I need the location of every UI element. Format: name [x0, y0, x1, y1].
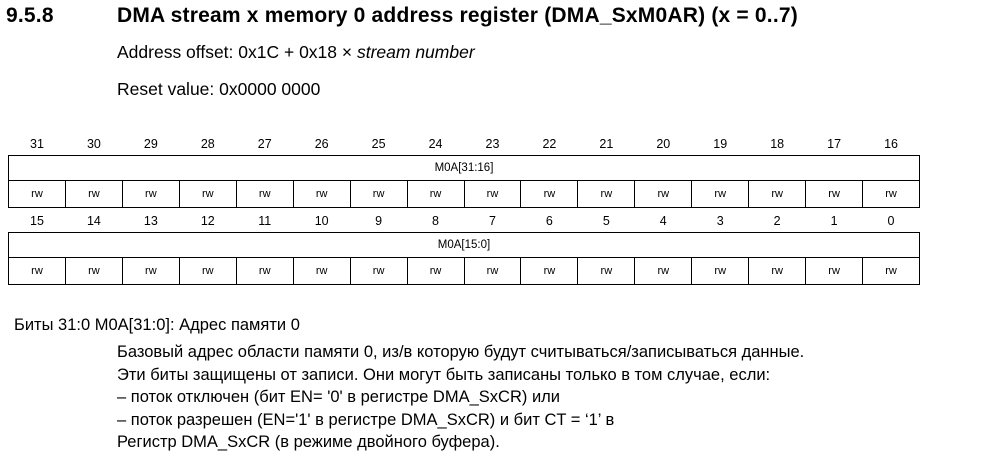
bit-number: 3 — [716, 214, 724, 228]
bit-number: 24 — [428, 137, 443, 151]
bit-number: 28 — [200, 137, 215, 151]
access-type-cell: rw — [121, 180, 180, 208]
register-table-low: 15 14 13 12 11 10 9 8 7 6 5 4 3 2 1 0 M0A[15:0] rw rw rw r… — [8, 210, 920, 285]
bit-number: 17 — [827, 137, 842, 151]
access-type-cell: rw — [178, 257, 237, 285]
access-type-cell: rw — [691, 180, 750, 208]
access-type-cell: rw — [748, 257, 807, 285]
bit-number: 22 — [542, 137, 557, 151]
bit-number: 23 — [485, 137, 500, 151]
bit-number: 25 — [371, 137, 386, 151]
access-type-cell: rw — [577, 180, 636, 208]
access-type-cell: rw — [349, 257, 408, 285]
bit-number: 4 — [659, 214, 667, 228]
register-table-high: 31 30 29 28 27 26 25 24 23 22 21 20 19 18 17 16 M0A[31:… — [8, 133, 920, 208]
bit-number: 5 — [602, 214, 610, 228]
access-type-cell: rw — [8, 180, 66, 208]
access-type-cell: rw — [520, 257, 579, 285]
bit-number: 21 — [599, 137, 614, 151]
bit-number: 11 — [258, 214, 272, 228]
address-offset: Address offset: 0x1C + 0x18 × stream num… — [117, 42, 475, 63]
access-type-cell: rw — [748, 180, 807, 208]
bit-number: 12 — [200, 214, 215, 228]
bit-number: 13 — [143, 214, 158, 228]
access-type-cell: rw — [235, 180, 294, 208]
access-type-cell: rw — [463, 180, 522, 208]
bits-description-heading: Биты 31:0 M0A[31:0]: Адрес памяти 0 — [14, 316, 300, 334]
bit-number: 20 — [656, 137, 671, 151]
access-type-cell: rw — [235, 257, 294, 285]
description-line: Эти биты защищены от записи. Они могут б… — [117, 365, 771, 384]
field-m0a-low: M0A[15:0] — [8, 232, 920, 258]
access-type-cell: rw — [862, 180, 920, 208]
access-type-cell: rw — [691, 257, 750, 285]
description-line: Регистр DMA_SxCR (в режиме двойного буфе… — [117, 433, 500, 451]
bit-number: 27 — [257, 137, 272, 151]
section-number: 9.5.8 — [6, 4, 54, 27]
bit-number: 1 — [830, 214, 838, 228]
reset-value: Reset value: 0x0000 0000 — [117, 79, 321, 99]
access-type-cell: rw — [634, 180, 693, 208]
access-type-cell: rw — [520, 180, 579, 208]
bit-numbers-row-low: 15 14 13 12 11 10 9 8 7 6 5 4 3 2 1 0 — [9, 210, 920, 233]
bit-number: 16 — [884, 137, 898, 151]
bit-number: 7 — [488, 214, 496, 228]
bit-number: 15 — [30, 214, 44, 228]
bit-number: 8 — [432, 214, 439, 228]
bit-number: 29 — [143, 137, 158, 151]
access-type-cell: rw — [463, 257, 522, 285]
access-type-cell: rw — [349, 180, 408, 208]
bit-numbers-row-high: 31 30 29 28 27 26 25 24 23 22 21 20 19 18 17 16 — [9, 133, 920, 156]
access-type-cell: rw — [862, 257, 920, 285]
field-m0a-high: M0A[31:16] — [8, 155, 920, 181]
bit-number: 19 — [713, 137, 728, 151]
section-title: DMA stream x memory 0 address register (… — [117, 4, 798, 27]
access-row-low: rw rw rw rw rw rw rw rw rw rw rw rw rw rw rw rw — [8, 257, 920, 285]
bit-number: 9 — [375, 214, 383, 228]
description-line: – поток отключен (бит EN= '0' в регистре… — [117, 388, 561, 406]
access-type-cell: rw — [64, 257, 123, 285]
description-line: – поток разрешен (EN='1' в регистре DMA_… — [117, 410, 615, 429]
access-type-cell: rw — [805, 257, 864, 285]
bit-number: 6 — [545, 214, 553, 228]
bit-number: 14 — [86, 214, 101, 228]
access-type-cell: rw — [634, 257, 693, 285]
bit-number: 2 — [773, 214, 781, 228]
access-type-cell: rw — [406, 257, 465, 285]
access-type-cell: rw — [805, 180, 864, 208]
access-type-cell: rw — [178, 180, 237, 208]
bit-number: 30 — [86, 137, 101, 151]
access-type-cell: rw — [292, 180, 351, 208]
bit-number: 31 — [30, 137, 44, 151]
bit-number: 26 — [314, 137, 329, 151]
access-type-cell: rw — [406, 180, 465, 208]
field-row-high: M0A[31:16] — [8, 155, 920, 181]
bit-number: 10 — [314, 214, 329, 228]
bit-number: 18 — [770, 137, 785, 151]
bits-description-body: Базовый адрес области памяти 0, из/в кот… — [117, 341, 804, 454]
address-offset-italic: stream number — [356, 42, 475, 62]
access-row-high: rw rw rw rw rw rw rw rw rw rw rw rw rw rw rw rw — [8, 180, 920, 208]
access-type-cell: rw — [8, 257, 66, 285]
address-offset-text: Address offset: 0x1C + 0x18 × — [117, 42, 357, 62]
access-type-cell: rw — [121, 257, 180, 285]
bit-number: 0 — [887, 214, 895, 228]
access-type-cell: rw — [64, 180, 123, 208]
description-line: Базовый адрес области памяти 0, из/в кот… — [117, 343, 805, 361]
access-type-cell: rw — [292, 257, 351, 285]
access-type-cell: rw — [577, 257, 636, 285]
field-row-low: M0A[15:0] — [8, 232, 920, 258]
